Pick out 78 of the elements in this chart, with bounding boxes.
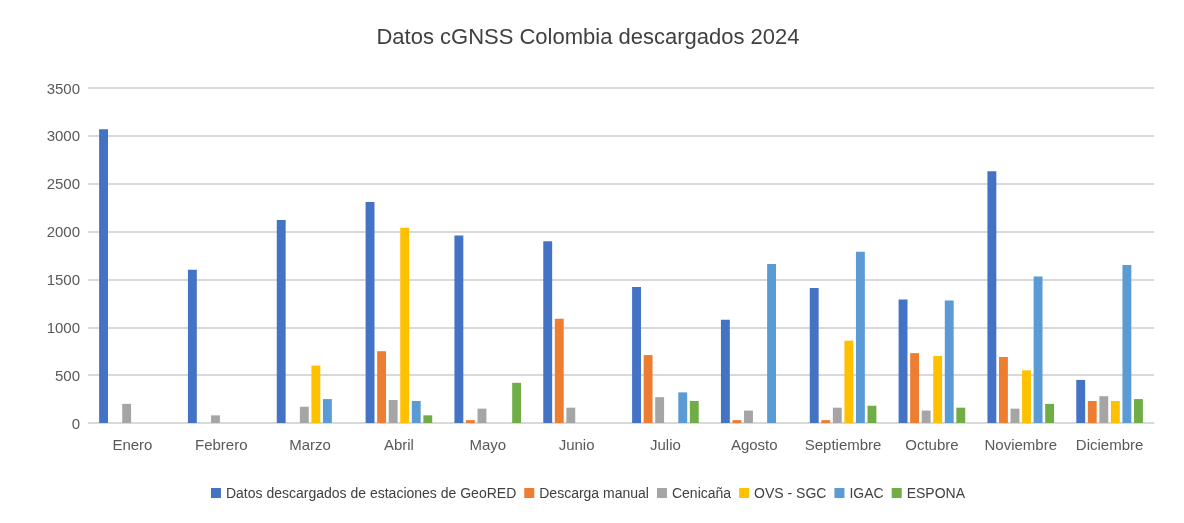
bar: [554, 318, 564, 423]
bar: [720, 319, 730, 423]
bar: [844, 340, 854, 423]
bar: [122, 403, 132, 423]
legend-label: Descarga manual: [539, 485, 649, 501]
x-tick-label: Febrero: [194, 436, 248, 453]
bar: [998, 356, 1008, 423]
x-tick-label: Julio: [649, 436, 681, 453]
bar: [1110, 400, 1120, 423]
bar: [898, 299, 908, 423]
x-tick-label: Septiembre: [804, 436, 882, 453]
bar: [1022, 370, 1031, 423]
x-tick-label: Noviembre: [984, 436, 1058, 453]
chart-title: Datos cGNSS Colombia descargados 2024: [376, 23, 800, 49]
bar: [566, 407, 576, 423]
bar: [512, 382, 522, 423]
bar: [99, 129, 108, 423]
bar: [454, 235, 464, 423]
bar: [987, 171, 997, 423]
bar: [921, 410, 931, 423]
x-tick-label: Octubre: [905, 436, 959, 453]
bar: [732, 420, 742, 423]
x-tick-label: Enero: [112, 436, 153, 453]
y-tick-label: 1500: [46, 270, 80, 288]
x-tick-label: Mayo: [469, 436, 507, 453]
y-tick-label: 3000: [46, 127, 80, 145]
bar: [744, 410, 753, 423]
legend-label: IGAC: [849, 485, 884, 501]
bar: [809, 288, 819, 423]
bar: [767, 264, 777, 423]
x-tick-label: Agosto: [730, 436, 778, 453]
bar: [855, 251, 865, 423]
bar: [910, 353, 920, 423]
legend-label: ESPONA: [906, 485, 966, 501]
legend-label: Datos descargados de estaciones de GeoRED: [225, 485, 517, 501]
y-tick-label: 500: [54, 366, 80, 384]
bar: [377, 351, 387, 423]
bar: [1122, 265, 1132, 423]
bar: [465, 420, 475, 423]
bar: [1099, 396, 1109, 423]
bar: [821, 420, 831, 423]
x-tick-label: Abril: [383, 436, 414, 453]
bar: [1134, 399, 1143, 423]
bar: [365, 201, 375, 423]
bar: [1076, 379, 1086, 423]
legend-label: OVS - SGC: [754, 485, 827, 501]
bar: [832, 407, 842, 423]
bar: [211, 415, 220, 423]
bar: [632, 287, 641, 423]
legend-label: Cenicaña: [671, 485, 732, 501]
x-tick-label: Junio: [558, 436, 595, 453]
x-tick-label: Marzo: [289, 436, 331, 453]
bar: [388, 400, 398, 423]
y-tick-label: 3500: [46, 79, 80, 97]
bar: [655, 397, 665, 423]
y-tick-label: 0: [71, 414, 80, 432]
bar: [1033, 276, 1043, 423]
bar: [187, 269, 197, 423]
bar: [311, 365, 321, 423]
bar: [276, 220, 286, 423]
y-tick-label: 2500: [46, 175, 80, 193]
bar: [543, 241, 553, 423]
y-tick-label: 2000: [46, 223, 80, 241]
bar: [689, 400, 699, 423]
bar: [322, 399, 332, 423]
bar: [1087, 400, 1097, 423]
bar: [643, 355, 653, 423]
bar: [933, 356, 943, 423]
bar: [411, 400, 421, 423]
bar: [944, 300, 954, 423]
bar: [299, 406, 309, 423]
bar: [400, 227, 410, 423]
bar: [1045, 403, 1055, 423]
bar: [423, 415, 433, 423]
y-tick-label: 1000: [46, 318, 80, 336]
x-tick-label: Diciembre: [1075, 436, 1144, 453]
bar: [678, 392, 688, 423]
bar: [956, 407, 966, 423]
